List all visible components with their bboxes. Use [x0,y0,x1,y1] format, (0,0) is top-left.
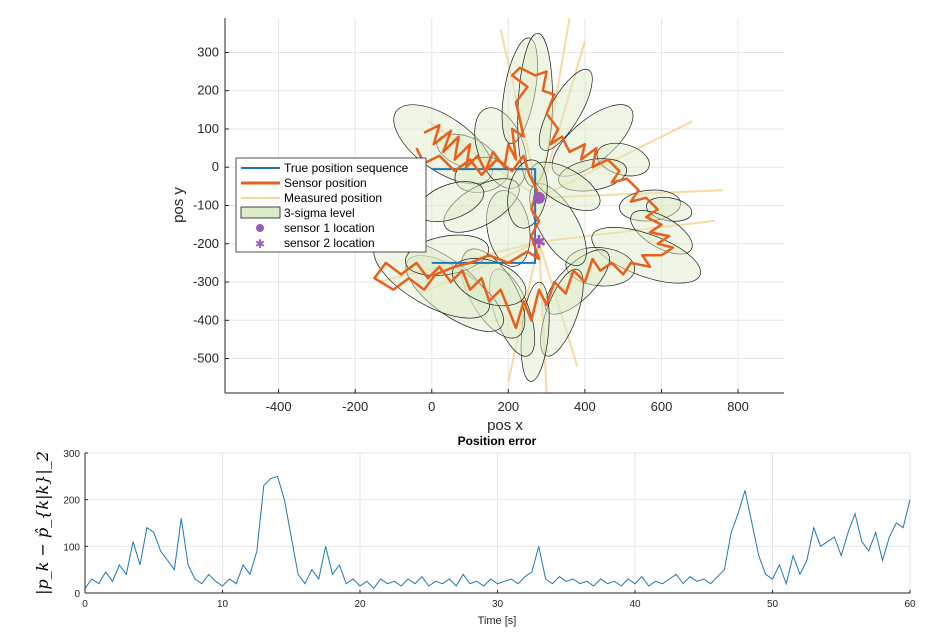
sensor-position-path [373,66,675,330]
top-y-ticks: 300 200 100 0 -100 -200 -300 -400 -500 [193,44,229,366]
measured-position-line [538,189,723,199]
measured-position-line [538,120,693,199]
top-y-tick-label: -100 [193,198,219,213]
top-y-tick-label: -500 [193,351,219,366]
bottom-x-tick-label: 20 [354,599,366,610]
legend-sensor1-label: sensor 1 location [284,221,375,235]
sigma-ellipse [544,249,610,315]
sigma-ellipse [501,37,538,144]
bottom-x-tick-label: 40 [629,599,641,610]
position-error-line [84,475,911,590]
sigma-ellipse [551,104,634,177]
bottom-y-tick-label: 0 [74,589,80,600]
legend-true-label: True position sequence [284,161,409,175]
bottom-title: Position error [458,434,537,448]
top-y-tick-label: 200 [197,83,219,98]
legend-box [235,157,427,253]
bottom-x-tick-label: 50 [767,599,779,610]
sigma-ellipse [630,210,693,255]
measured-position-line [419,240,540,295]
top-y-tick-label: -300 [193,274,219,289]
sigma-ellipse [486,190,531,267]
top-y-tick-label: 0 [212,159,219,174]
bottom-y-ticks: 0 100 200 300 [63,449,88,600]
top-y-tick-label: 300 [197,44,219,59]
sigma-ellipse [507,159,548,229]
sensor1-marker [532,191,545,204]
measured-position-line [537,241,548,393]
measured-position-line [507,241,540,382]
sigma-ellipse [646,196,693,222]
sigma-ellipse [460,248,526,339]
top-x-tick-label: 0 [428,399,435,414]
top-x-ticks: -400 -200 0 200 400 600 800 [266,389,749,414]
sigma-ellipse [565,247,635,287]
top-x-tick-label: -200 [342,399,368,414]
sigma-ellipse [558,158,627,192]
sensor2-marker: ✱ [531,232,546,252]
legend-sensor-label: Sensor position [284,176,367,190]
top-y-tick-label: -400 [193,312,219,327]
bottom-x-ticks: 0 10 20 30 40 50 60 [82,590,916,610]
measured-position-line [537,40,586,199]
position-error-series [84,475,911,590]
top-x-tick-label: 600 [651,399,673,414]
measured-position-line [537,18,571,199]
top-y-axis-label: pos y [170,187,187,223]
sigma-ellipse [443,178,520,233]
bottom-x-tick-label: 60 [904,599,916,610]
bottom-x-tick-label: 0 [82,599,88,610]
legend: True position sequence Sensor position M… [235,157,427,253]
legend-sensor2-marker: ✱ [255,237,265,251]
bottom-y-tick-label: 300 [63,449,80,460]
top-y-tick-label: 100 [197,121,219,136]
bottom-x-axis-label: Time [s] [478,615,517,627]
sigma-ellipse [540,268,584,357]
sensor-location-markers: ✱ [531,191,547,252]
sigma-ellipse [531,161,601,211]
top-x-tick-label: 400 [574,399,596,414]
bottom-y-axis-label: |p_k − p̂_{k|k}|_2 [33,451,52,595]
bottom-y-tick-label: 200 [63,496,80,507]
legend-sensor1-marker [256,224,264,232]
bottom-y-tick-label: 100 [63,542,80,553]
measured-position-line [538,219,716,243]
legend-sigma-swatch [240,206,281,219]
measured-position-line [538,241,579,367]
top-plot: ✱ -400 -200 0 200 400 600 800 300 200 100 0 -100 -2… [170,18,784,434]
top-x-tick-label: -400 [266,399,292,414]
sigma-ellipse [596,142,650,177]
legend-sigma-label: 3-sigma level [284,206,355,220]
top-y-tick-label: -200 [193,236,219,251]
sensor-position-line [373,66,675,330]
bottom-x-tick-label: 30 [492,599,504,610]
top-x-tick-label: 800 [727,399,749,414]
top-x-tick-label: 200 [497,399,519,414]
bottom-x-tick-label: 10 [217,599,229,610]
legend-sensor2-label: sensor 2 location [284,236,375,250]
legend-measured-label: Measured position [284,191,382,205]
top-x-axis-label: pos x [487,417,523,434]
